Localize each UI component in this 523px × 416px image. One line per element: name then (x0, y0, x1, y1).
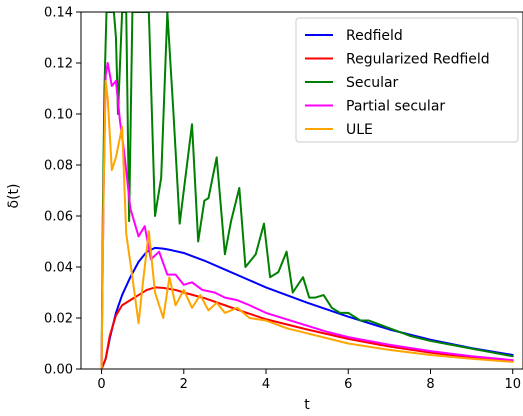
series-line-partial-secular (100, 62, 514, 369)
y-tick-label: 0.02 (44, 312, 73, 327)
y-tick-label: 0.12 (44, 57, 73, 72)
series-line-redfield (100, 246, 514, 369)
x-axis-ticks: 0 2 4 6 8 10 (97, 369, 521, 392)
y-axis-ticks: 0.00 0.02 0.04 0.06 0.08 0.10 0.12 0.14 (44, 6, 81, 378)
series-line-secular (100, 12, 514, 369)
plot-frame (80, 11, 523, 370)
y-tick-label: 0.04 (44, 261, 73, 276)
x-tick-label: 0 (97, 377, 105, 392)
series-line-regularized-redfield (100, 286, 514, 369)
legend-label: Redfield (346, 28, 403, 44)
x-tick-label: 8 (426, 377, 434, 392)
y-tick-label: 0.06 (44, 210, 73, 225)
y-tick-label: 0.00 (44, 363, 73, 378)
y-axis-label: δ(t) (6, 184, 22, 209)
x-tick-label: 2 (180, 377, 188, 392)
x-tick-label: 6 (344, 377, 352, 392)
series-layer (100, 12, 514, 369)
series-line-ule (100, 79, 514, 369)
y-tick-label: 0.08 (44, 159, 73, 174)
y-tick-label: 0.10 (44, 108, 73, 123)
legend-label: Partial secular (346, 99, 445, 115)
legend-label: Regularized Redfield (346, 52, 490, 68)
x-tick-label: 4 (262, 377, 270, 392)
legend-label: Secular (346, 75, 399, 91)
x-axis-label: t (304, 397, 310, 413)
legend-box (295, 17, 519, 143)
x-tick-label: 10 (504, 377, 521, 392)
plot-area (80, 11, 523, 370)
legend-label: ULE (346, 122, 373, 138)
y-tick-label: 0.14 (44, 6, 73, 21)
legend: Redfield Regularized Redfield Secular Parti… (295, 17, 519, 143)
